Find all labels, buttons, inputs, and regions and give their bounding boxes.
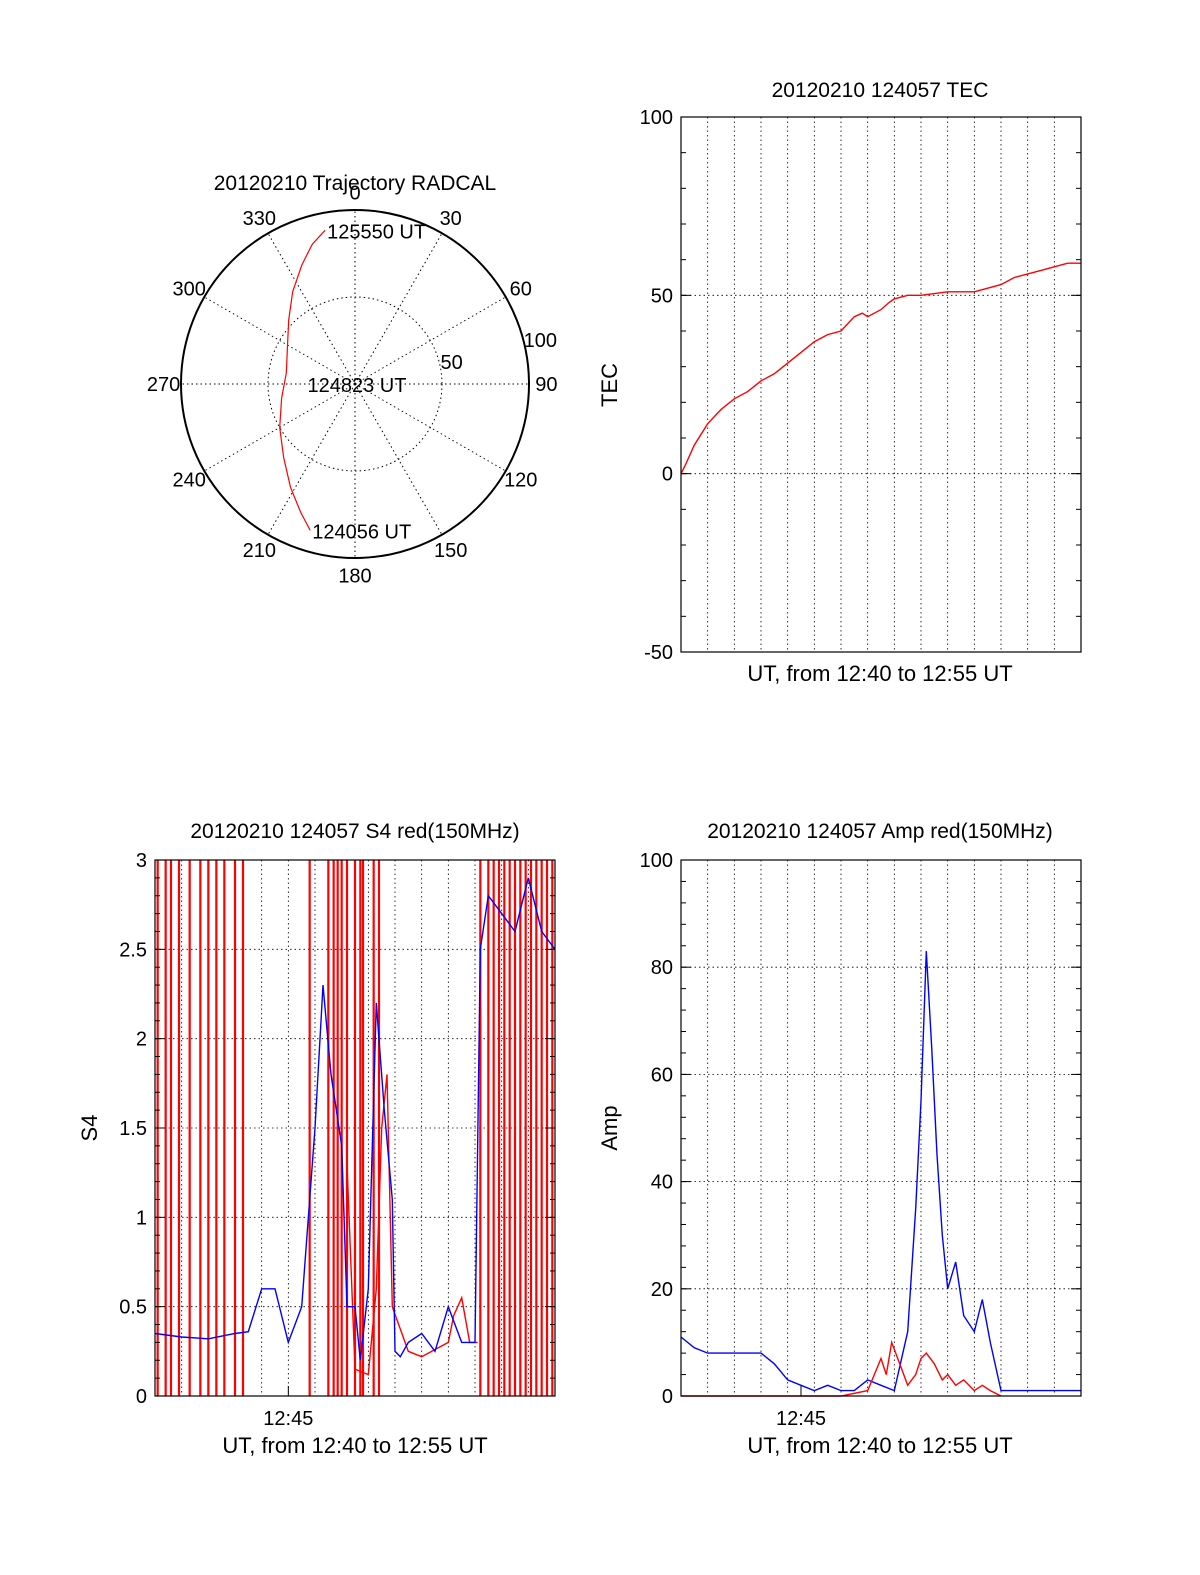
tec-yticks: -50 0 50 100 xyxy=(640,107,1081,664)
s4-ytick-label: 2 xyxy=(136,1029,147,1051)
trajectory-line xyxy=(279,229,326,531)
polar-spoke xyxy=(267,233,356,385)
polar-spoke xyxy=(354,383,506,472)
s4-ytick-label: 1 xyxy=(136,1207,147,1229)
polar-azimuth-label: 270 xyxy=(147,374,180,396)
s4-xlabel: UT, from 12:40 to 12:55 UT xyxy=(222,1433,487,1458)
tec-ytick-label: 100 xyxy=(640,107,673,129)
polar-spoke xyxy=(354,383,443,535)
amp-yticks: 0 20 40 60 80 100 xyxy=(640,850,1081,1408)
s4-yticks: 0 0.5 1 1.5 2 2.5 3 xyxy=(119,850,555,1408)
s4-title: 20120210 124057 S4 red(150MHz) xyxy=(190,820,519,843)
amp-xlabel: UT, from 12:40 to 12:55 UT xyxy=(747,1433,1012,1458)
tec-title: 20120210 124057 TEC xyxy=(772,79,989,102)
s4-ytick-label: 2.5 xyxy=(119,939,147,961)
amp-series-red-line xyxy=(681,1339,1002,1397)
amp-xticks: 12:45 xyxy=(776,1386,826,1430)
trajectory-time-label: 124823 UT xyxy=(308,375,407,397)
polar-labels: 0 30 60 90 120 150 180 210 240 270 300 330 50 100 xyxy=(147,183,558,588)
tec-data xyxy=(680,262,1081,475)
amp-grid xyxy=(681,860,1081,1396)
s4-xticks: 12:45 xyxy=(263,1386,313,1430)
amp-xtick-label: 12:45 xyxy=(776,1408,826,1430)
polar-azimuth-label: 60 xyxy=(510,278,532,300)
amp-ytick-label: 80 xyxy=(651,957,673,979)
tec-ytick-label: 0 xyxy=(662,464,673,486)
trajectory-panel: 20120210 Trajectory RADCAL 0 30 60 90 120 150… xyxy=(147,172,558,587)
trajectory-time-label: 124056 UT xyxy=(312,521,411,543)
trajectory-time-label: 125550 UT xyxy=(327,221,426,243)
s4-ytick-label: 0 xyxy=(136,1386,147,1408)
tec-frame xyxy=(680,116,1082,653)
polar-azimuth-label: 330 xyxy=(243,208,276,230)
amp-series-blue-line xyxy=(680,951,1081,1392)
tec-ylabel: TEC xyxy=(597,363,622,407)
amp-ytick-label: 60 xyxy=(651,1064,673,1086)
trajectory-annotations: 125550 UT 124823 UT 124056 UT xyxy=(308,221,427,543)
tec-xlabel: UT, from 12:40 to 12:55 UT xyxy=(747,661,1012,686)
trajectory-title: 20120210 Trajectory RADCAL xyxy=(214,172,497,195)
tec-panel: 20120210 124057 TEC -50 0 50 100 TEC UT, fr… xyxy=(597,79,1082,686)
amp-frame xyxy=(680,859,1082,1397)
polar-azimuth-label: 30 xyxy=(440,208,462,230)
polar-azimuth-label: 240 xyxy=(173,470,206,492)
polar-spoke xyxy=(354,296,506,385)
s4-ytick-label: 0.5 xyxy=(119,1297,147,1319)
tec-ytick-label: -50 xyxy=(644,642,673,664)
s4-ytick-label: 1.5 xyxy=(119,1118,147,1140)
tec-grid xyxy=(681,117,1081,652)
amp-title: 20120210 124057 Amp red(150MHz) xyxy=(707,820,1053,843)
s4-ytick-label: 3 xyxy=(136,850,147,872)
polar-spoke xyxy=(354,233,443,385)
polar-grid xyxy=(180,209,530,559)
polar-azimuth-label: 150 xyxy=(434,540,467,562)
s4-series-blue-line xyxy=(154,877,556,1361)
polar-outer-circle xyxy=(180,209,530,559)
polar-radial-label: 50 xyxy=(441,352,463,374)
polar-azimuth-label: 120 xyxy=(504,470,537,492)
polar-azimuth-label: 180 xyxy=(338,565,371,587)
amp-ytick-label: 0 xyxy=(662,1386,673,1408)
polar-azimuth-label: 210 xyxy=(243,540,276,562)
amp-ytick-label: 100 xyxy=(640,850,673,872)
tec-ytick-label: 50 xyxy=(651,285,673,307)
s4-series-red-line xyxy=(346,1074,478,1376)
polar-radial-label: 100 xyxy=(524,330,557,352)
polar-azimuth-label: 300 xyxy=(173,278,206,300)
polar-azimuth-label: 0 xyxy=(349,183,360,205)
amp-ytick-label: 40 xyxy=(651,1172,673,1194)
amp-panel: 20120210 124057 Amp red(150MHz) 0 20 40 60 8… xyxy=(597,820,1082,1458)
amp-data xyxy=(680,951,1081,1397)
s4-panel: 20120210 124057 S4 red(150MHz) 0 0.5 1 1.5 2… xyxy=(77,820,556,1458)
polar-spoke xyxy=(204,296,356,385)
s4-xtick-label: 12:45 xyxy=(263,1408,313,1430)
amp-ylabel: Amp xyxy=(597,1105,622,1150)
tec-series-0-line xyxy=(680,262,1081,475)
polar-spoke xyxy=(267,383,356,535)
polar-azimuth-label: 90 xyxy=(535,374,557,396)
amp-ytick-label: 20 xyxy=(651,1279,673,1301)
s4-ylabel: S4 xyxy=(77,1115,102,1142)
